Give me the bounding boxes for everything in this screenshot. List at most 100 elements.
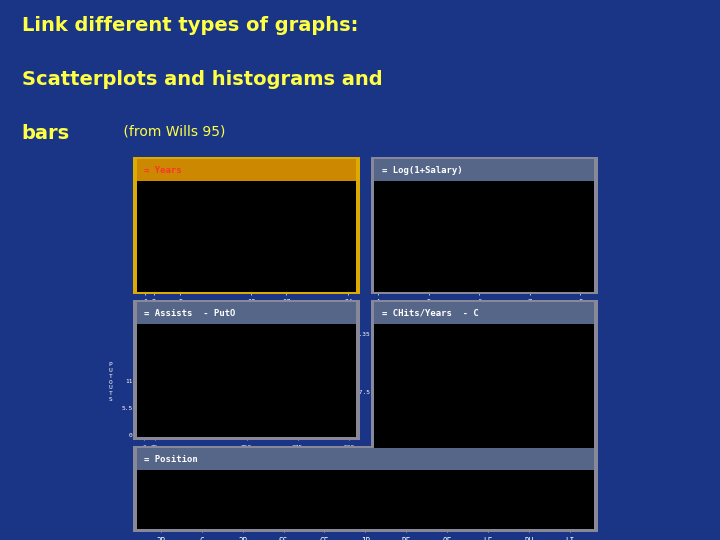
Point <box>434 409 446 418</box>
Point <box>451 396 463 404</box>
Point <box>393 433 405 442</box>
Bar <box>168 211 174 292</box>
Bar <box>392 500 421 529</box>
Text: = Position: = Position <box>144 455 198 463</box>
Point <box>561 339 572 348</box>
Point <box>307 362 318 371</box>
Point <box>440 406 451 415</box>
Bar <box>328 287 334 292</box>
Bar <box>514 508 544 529</box>
Point <box>573 357 585 366</box>
Point <box>481 392 492 400</box>
Point <box>418 444 429 453</box>
Text: = Assists  - PutO: = Assists - PutO <box>144 309 235 318</box>
Bar <box>269 501 298 529</box>
Text: = Log(1+Salary): = Log(1+Salary) <box>382 166 462 174</box>
Point <box>143 423 155 431</box>
Point <box>491 379 503 387</box>
Point <box>140 426 152 435</box>
Point <box>145 428 157 436</box>
Point <box>423 433 435 442</box>
Point <box>314 358 325 367</box>
Point <box>464 404 475 413</box>
Point <box>488 412 500 421</box>
Point <box>197 400 208 409</box>
Point <box>444 441 456 450</box>
Point <box>274 370 285 379</box>
Point <box>382 397 394 406</box>
Point <box>225 394 236 403</box>
Bar <box>204 255 210 292</box>
Point <box>567 353 579 362</box>
Bar <box>142 268 148 292</box>
Point <box>554 361 565 370</box>
Point <box>143 418 154 427</box>
Point <box>146 428 158 436</box>
Point <box>402 415 413 423</box>
Point <box>536 399 548 407</box>
Bar <box>159 281 166 292</box>
Point <box>384 422 396 431</box>
Point <box>477 391 488 400</box>
Point <box>422 404 433 413</box>
Point <box>441 421 452 429</box>
Point <box>169 417 181 426</box>
Point <box>525 368 536 376</box>
Text: C
U
R
Y
e
a
r
s: C U R Y e a r s <box>340 367 343 413</box>
Point <box>140 414 152 423</box>
Point <box>186 410 197 418</box>
Point <box>143 417 154 426</box>
Point <box>462 365 473 374</box>
Point <box>574 357 585 366</box>
Point <box>498 390 510 399</box>
Point <box>415 411 426 420</box>
Point <box>500 402 512 411</box>
Point <box>405 428 417 437</box>
Point <box>441 425 452 434</box>
Point <box>439 401 451 409</box>
Bar <box>328 291 334 292</box>
Point <box>390 444 402 453</box>
Bar <box>433 525 462 529</box>
Point <box>436 393 448 401</box>
Point <box>146 423 158 432</box>
Point <box>173 412 184 421</box>
Point <box>428 443 439 451</box>
Bar <box>345 289 351 292</box>
Point <box>558 379 570 387</box>
Point <box>157 425 168 434</box>
Point <box>464 418 475 427</box>
Point <box>479 396 490 404</box>
Point <box>338 340 349 348</box>
Point <box>146 429 158 437</box>
Point <box>451 429 462 438</box>
Point <box>460 421 472 430</box>
Point <box>407 444 418 453</box>
Point <box>379 444 390 453</box>
Point <box>299 361 310 369</box>
Point <box>194 418 206 427</box>
Point <box>162 424 174 433</box>
Point <box>143 425 155 434</box>
Point <box>539 401 551 409</box>
Point <box>477 415 489 424</box>
Point <box>409 441 420 450</box>
Point <box>140 430 152 439</box>
Point <box>248 372 259 381</box>
Point <box>530 362 541 371</box>
Point <box>143 418 155 427</box>
Point <box>387 428 398 437</box>
Point <box>143 427 155 436</box>
Point <box>143 427 154 436</box>
Point <box>294 367 305 376</box>
Point <box>142 424 153 433</box>
Point <box>409 444 420 453</box>
Bar <box>474 494 503 529</box>
Point <box>498 347 510 356</box>
Point <box>141 422 153 431</box>
Point <box>148 426 159 434</box>
Point <box>212 396 224 404</box>
Point <box>145 423 157 431</box>
Point <box>143 424 154 433</box>
Point <box>443 429 454 437</box>
